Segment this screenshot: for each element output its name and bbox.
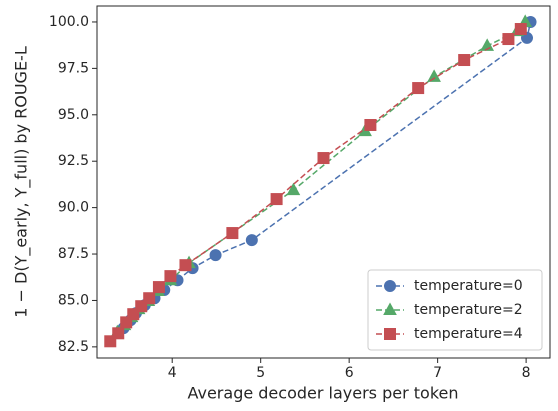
legend-label: temperature=0 (414, 278, 523, 294)
data-point (514, 23, 527, 36)
legend-label: temperature=4 (414, 326, 523, 342)
data-point (209, 249, 222, 262)
y-tick-label: 85.0 (58, 292, 89, 308)
data-point (520, 31, 533, 44)
x-tick-label: 5 (256, 365, 265, 381)
x-tick-label: 6 (345, 365, 354, 381)
data-point (412, 82, 425, 95)
y-tick-label: 82.5 (58, 339, 89, 355)
legend-label: temperature=2 (414, 302, 523, 318)
data-point (152, 281, 165, 294)
x-tick-label: 4 (168, 365, 177, 381)
data-point (317, 152, 330, 165)
y-tick-label: 95.0 (58, 107, 89, 123)
data-point (179, 259, 192, 272)
y-axis-label: 1 − D(Y_early, Y_full) by ROUGE-L (12, 46, 32, 318)
data-point (270, 193, 283, 206)
data-point (127, 308, 140, 321)
data-point (427, 69, 441, 82)
data-point (364, 119, 377, 132)
legend-marker (383, 302, 397, 315)
y-tick-label: 100.0 (49, 14, 89, 30)
x-axis-label: Average decoder layers per token (187, 384, 458, 403)
data-point (164, 270, 177, 283)
y-tick-label: 87.5 (58, 246, 89, 262)
data-point (502, 33, 515, 46)
data-point (135, 300, 148, 313)
data-point (143, 292, 156, 305)
data-point (458, 54, 471, 67)
y-tick-label: 97.5 (58, 60, 89, 76)
x-tick-label: 8 (522, 365, 531, 381)
data-point (120, 316, 133, 329)
data-point (112, 327, 125, 340)
y-tick-label: 90.0 (58, 200, 89, 216)
legend-box (367, 269, 543, 351)
data-point (286, 182, 301, 196)
legend-marker (384, 328, 396, 340)
x-tick-label: 7 (433, 365, 442, 381)
data-point (104, 335, 117, 348)
y-tick-label: 92.5 (58, 153, 89, 169)
data-point (245, 234, 258, 247)
legend-marker (384, 280, 396, 292)
data-point (226, 227, 239, 240)
